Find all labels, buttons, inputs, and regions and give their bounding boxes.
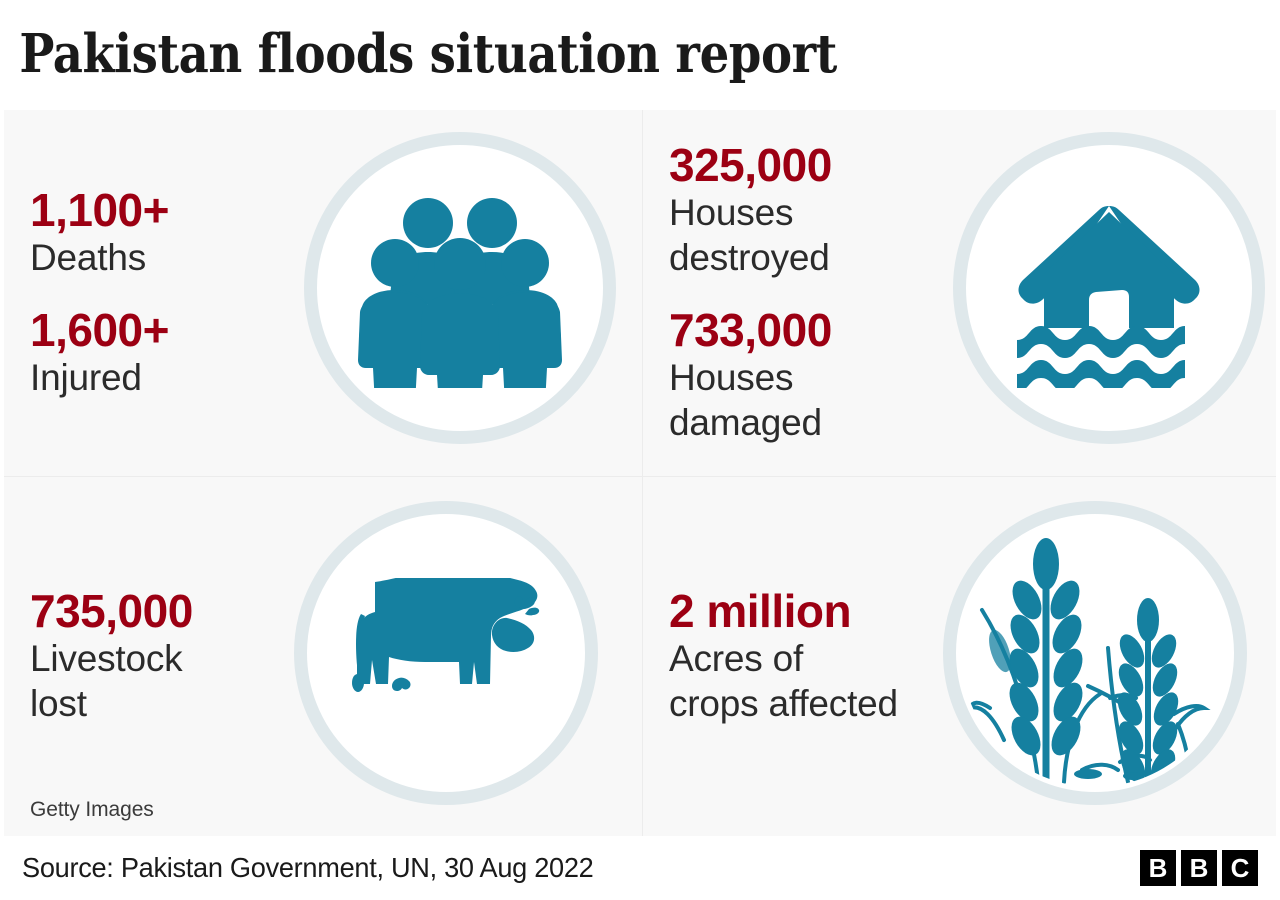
- page-title: Pakistan floods situation report: [19, 23, 837, 86]
- stat-deaths-value: 1,100+: [30, 184, 169, 237]
- panel-crops: 2 million Acres of crops affected: [643, 477, 1276, 836]
- stat-injured-label: Injured: [30, 356, 142, 398]
- flooded-house-icon: [1017, 206, 1200, 388]
- source-text: Source: Pakistan Government, UN, 30 Aug …: [22, 852, 594, 883]
- stat-crops-label: Acres of crops affected: [669, 637, 898, 724]
- bbc-logo: B B C: [1140, 850, 1258, 886]
- footer: Source: Pakistan Government, UN, 30 Aug …: [0, 836, 1280, 900]
- panel-houses: 325,000 Houses destroyed 733,000 Houses …: [643, 110, 1276, 477]
- stat-houses-destroyed: 325,000 Houses destroyed: [669, 141, 969, 280]
- panel-deaths-text: 1,100+ Deaths 1,600+ Injured: [4, 186, 330, 400]
- icon-circle-house: [953, 132, 1265, 444]
- bbc-logo-block-2: B: [1181, 850, 1217, 886]
- stat-houses-destroyed-value: 325,000: [669, 139, 832, 191]
- stat-houses-damaged-value: 733,000: [669, 304, 832, 356]
- wheat-crops-icon: [966, 538, 1211, 787]
- panel-livestock: 735,000 Livestock lost: [4, 477, 643, 836]
- stat-crops: 2 million Acres of crops affected: [669, 587, 989, 726]
- panel-crops-icon-wrap: [943, 501, 1247, 805]
- stat-crops-value: 2 million: [669, 585, 852, 637]
- cow-icon: [351, 578, 539, 692]
- panel-livestock-text: 735,000 Livestock lost: [4, 587, 330, 726]
- stat-livestock-value: 735,000: [30, 585, 193, 637]
- icon-circle-people: [304, 132, 616, 444]
- bbc-logo-block-3: C: [1222, 850, 1258, 886]
- stat-deaths: 1,100+ Deaths: [30, 186, 330, 280]
- stat-houses-destroyed-label: Houses destroyed: [669, 191, 830, 278]
- title-bar: Pakistan floods situation report: [0, 0, 1280, 110]
- panel-crops-text: 2 million Acres of crops affected: [643, 587, 989, 726]
- icon-circle-cow: [294, 501, 598, 805]
- stat-injured: 1,600+ Injured: [30, 306, 330, 400]
- bbc-logo-block-1: B: [1140, 850, 1176, 886]
- stat-panel-grid: 1,100+ Deaths 1,600+ Injured: [4, 110, 1276, 836]
- panel-deaths: 1,100+ Deaths 1,600+ Injured: [4, 110, 643, 477]
- stat-deaths-label: Deaths: [30, 236, 147, 278]
- panel-deaths-icon-wrap: [304, 132, 616, 444]
- stat-houses-damaged: 733,000 Houses damaged: [669, 306, 969, 445]
- panel-houses-text: 325,000 Houses destroyed 733,000 Houses …: [643, 141, 969, 445]
- getty-images-credit: Getty Images: [30, 798, 154, 821]
- panel-houses-icon-wrap: [953, 132, 1265, 444]
- stat-injured-value: 1,600+: [30, 304, 169, 356]
- group-of-people-icon: [358, 198, 562, 388]
- panel-livestock-icon-wrap: [294, 501, 598, 805]
- stat-livestock-label: Livestock lost: [30, 637, 183, 724]
- stat-houses-damaged-label: Houses damaged: [669, 356, 822, 443]
- stat-livestock: 735,000 Livestock lost: [30, 587, 330, 726]
